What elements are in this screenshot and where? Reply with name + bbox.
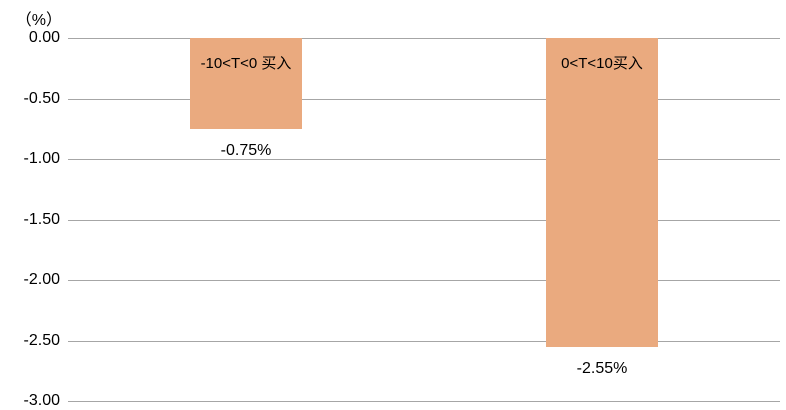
bar-data-label: -2.55% [576, 360, 628, 377]
y-axis-tick-label: -2.00 [23, 271, 60, 288]
gridline [68, 220, 780, 221]
y-axis-tick-label: -0.50 [23, 90, 60, 107]
bar-category-label: 0<T<10买入 [561, 55, 643, 72]
gridline [68, 401, 780, 402]
bar [546, 38, 658, 347]
y-axis-tick-label: -1.50 [23, 211, 60, 228]
gridline [68, 99, 780, 100]
gridline [68, 38, 780, 39]
y-axis-unit-label: （%） [15, 12, 62, 29]
gridline [68, 159, 780, 160]
gridline [68, 341, 780, 342]
gridline [68, 280, 780, 281]
bar-data-label: -0.75% [220, 142, 272, 159]
y-axis-tick-label: -2.50 [23, 332, 60, 349]
bar [190, 38, 302, 129]
y-axis-tick-label: -3.00 [23, 392, 60, 409]
y-axis-tick-label: -1.00 [23, 150, 60, 167]
y-axis-tick-label: 0.00 [28, 29, 60, 46]
bar-category-label: -10<T<0 买入 [200, 55, 292, 72]
